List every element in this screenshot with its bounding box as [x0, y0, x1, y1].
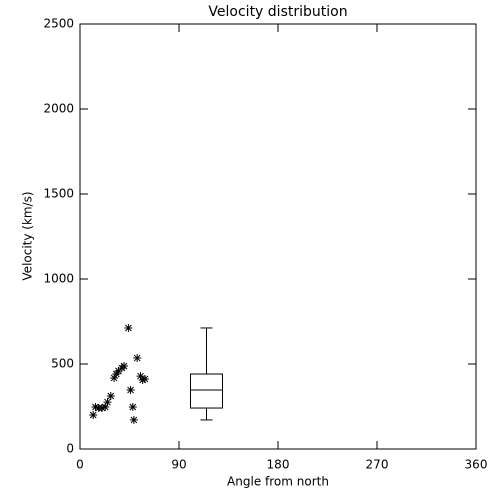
- y-tick-label: 1500: [43, 187, 74, 201]
- point: [106, 391, 115, 400]
- chart-title: Velocity distribution: [208, 4, 347, 20]
- point: [110, 373, 119, 382]
- point: [136, 372, 145, 381]
- box: [190, 373, 223, 409]
- point: [133, 354, 142, 363]
- point: [129, 415, 138, 424]
- y-tick-label: 2500: [43, 17, 74, 31]
- y-tick-label: 2000: [43, 102, 74, 116]
- plot-frame: [79, 23, 477, 450]
- y-axis-label: Velocity (km/s): [21, 191, 35, 280]
- x-tick-label: 360: [465, 458, 488, 472]
- y-tick-label: 1000: [43, 272, 74, 286]
- point: [140, 374, 149, 383]
- x-tick-label: 180: [267, 458, 290, 472]
- x-axis-label: Angle from north: [227, 475, 329, 489]
- point: [126, 386, 135, 395]
- point: [120, 362, 128, 371]
- point: [128, 403, 137, 412]
- y-tick-label: 0: [66, 442, 74, 456]
- point: [89, 411, 98, 419]
- point: [112, 370, 121, 379]
- point: [138, 375, 147, 384]
- point: [114, 366, 123, 375]
- point: [98, 404, 106, 413]
- point: [101, 403, 110, 412]
- y-tick-label: 500: [51, 357, 74, 371]
- point: [124, 323, 133, 332]
- x-tick-label: 0: [76, 458, 84, 472]
- x-tick-label: 90: [171, 458, 186, 472]
- x-tick-label: 270: [366, 458, 389, 472]
- point: [91, 403, 100, 412]
- point: [103, 398, 112, 407]
